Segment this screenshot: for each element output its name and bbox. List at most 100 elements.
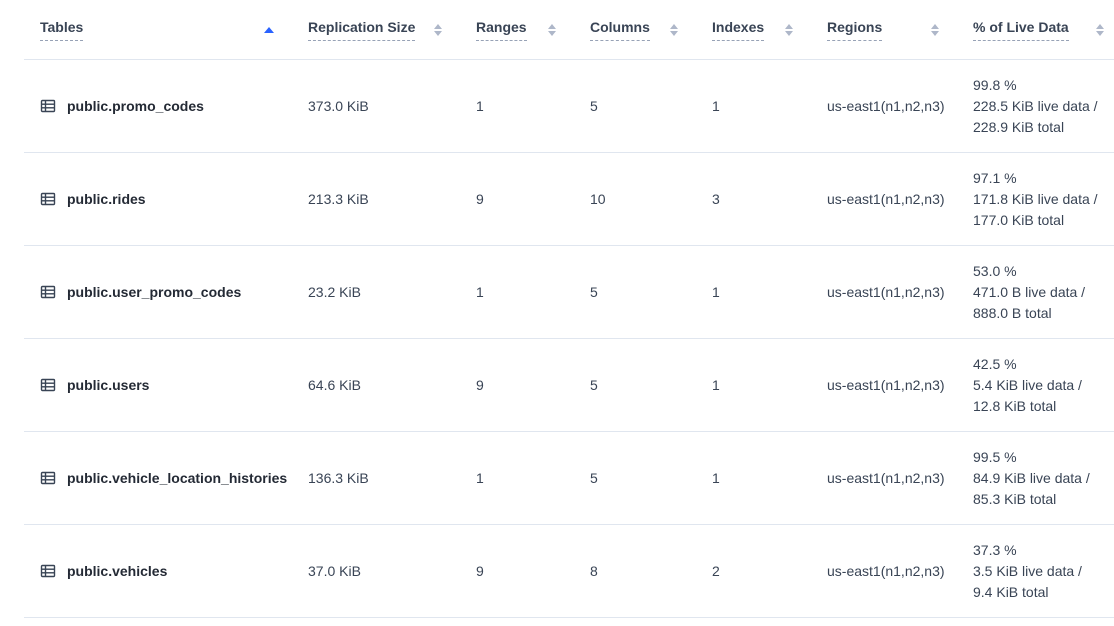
ranges-value: 1 <box>476 470 484 486</box>
column-header-label-indexes: Indexes <box>712 19 765 41</box>
indexes-value: 1 <box>712 377 720 393</box>
live-percent: 99.5 % <box>973 448 1017 465</box>
column-header-replication-size[interactable]: Replication Size <box>308 0 476 59</box>
column-header-live-data[interactable]: % of Live Data <box>973 0 1114 59</box>
live-data-cell: 99.5 % 84.9 KiB live data / 85.3 KiB tot… <box>973 447 1114 510</box>
sort-carets-icon[interactable] <box>785 23 793 36</box>
table-name-link[interactable]: public.promo_codes <box>67 98 204 114</box>
regions-value: us-east1(n1,n2,n3) <box>827 284 945 300</box>
replication-size-value: 213.3 KiB <box>308 191 369 207</box>
live-percent: 99.8 % <box>973 76 1017 93</box>
table-icon <box>40 377 56 393</box>
total-data-amount: 85.3 KiB total <box>973 490 1057 507</box>
ranges-value: 9 <box>476 563 484 579</box>
replication-size-value: 37.0 KiB <box>308 563 361 579</box>
table-name-cell: public.promo_codes <box>24 98 308 114</box>
sort-carets-icon[interactable] <box>1096 23 1104 36</box>
table-name-link[interactable]: public.vehicles <box>67 563 168 579</box>
columns-value: 8 <box>590 563 598 579</box>
table-name-link[interactable]: public.rides <box>67 191 146 207</box>
live-percent: 42.5 % <box>973 355 1017 372</box>
live-data-cell: 99.8 % 228.5 KiB live data / 228.9 KiB t… <box>973 75 1114 138</box>
live-data-amount: 228.5 KiB live data / <box>973 97 1098 114</box>
live-data-amount: 171.8 KiB live data / <box>973 190 1098 207</box>
indexes-value: 2 <box>712 563 720 579</box>
table-row[interactable]: public.vehicles 37.0 KiB 9 8 2 us-east1(… <box>24 525 1114 618</box>
indexes-value: 1 <box>712 284 720 300</box>
live-percent: 37.3 % <box>973 541 1017 558</box>
table-name-link[interactable]: public.vehicle_location_histories <box>67 470 288 486</box>
ranges-value: 1 <box>476 284 484 300</box>
table-row[interactable]: public.users 64.6 KiB 9 5 1 us-east1(n1,… <box>24 339 1114 432</box>
column-header-label-regions: Regions <box>827 19 883 41</box>
table-row[interactable]: public.promo_codes 373.0 KiB 1 5 1 us-ea… <box>24 60 1114 153</box>
total-data-amount: 9.4 KiB total <box>973 583 1049 600</box>
live-data-cell: 97.1 % 171.8 KiB live data / 177.0 KiB t… <box>973 168 1114 231</box>
live-data-amount: 3.5 KiB live data / <box>973 562 1082 579</box>
live-data-cell: 42.5 % 5.4 KiB live data / 12.8 KiB tota… <box>973 354 1114 417</box>
replication-size-value: 373.0 KiB <box>308 98 369 114</box>
total-data-amount: 228.9 KiB total <box>973 118 1065 135</box>
total-data-amount: 177.0 KiB total <box>973 211 1065 228</box>
columns-value: 5 <box>590 377 598 393</box>
sort-carets-icon[interactable] <box>931 23 939 36</box>
table-name-cell: public.user_promo_codes <box>24 284 308 300</box>
table-header-row: Tables Replication Size Ranges Columns I… <box>24 0 1114 60</box>
column-header-ranges[interactable]: Ranges <box>476 0 590 59</box>
ranges-value: 9 <box>476 191 484 207</box>
column-header-label-columns: Columns <box>590 19 650 41</box>
ranges-value: 9 <box>476 377 484 393</box>
table-name-cell: public.users <box>24 377 308 393</box>
columns-value: 10 <box>590 191 606 207</box>
indexes-value: 1 <box>712 470 720 486</box>
table-row[interactable]: public.rides 213.3 KiB 9 10 3 us-east1(n… <box>24 153 1114 246</box>
column-header-indexes[interactable]: Indexes <box>712 0 827 59</box>
live-percent: 53.0 % <box>973 262 1017 279</box>
sort-asc-active-icon[interactable] <box>264 26 274 33</box>
column-header-label-tables: Tables <box>40 19 84 41</box>
columns-value: 5 <box>590 284 598 300</box>
total-data-amount: 12.8 KiB total <box>973 397 1057 414</box>
table-name-cell: public.vehicle_location_histories <box>24 470 308 486</box>
table-icon <box>40 470 56 486</box>
table-name-cell: public.rides <box>24 191 308 207</box>
table-icon <box>40 563 56 579</box>
regions-value: us-east1(n1,n2,n3) <box>827 470 945 486</box>
table-name-link[interactable]: public.users <box>67 377 150 393</box>
table-name-cell: public.vehicles <box>24 563 308 579</box>
live-data-cell: 37.3 % 3.5 KiB live data / 9.4 KiB total <box>973 540 1114 603</box>
table-icon <box>40 191 56 207</box>
ranges-value: 1 <box>476 98 484 114</box>
regions-value: us-east1(n1,n2,n3) <box>827 191 945 207</box>
column-header-label-replication-size: Replication Size <box>308 19 416 41</box>
regions-value: us-east1(n1,n2,n3) <box>827 563 945 579</box>
regions-value: us-east1(n1,n2,n3) <box>827 377 945 393</box>
live-data-amount: 471.0 B live data / <box>973 283 1086 300</box>
table-name-link[interactable]: public.user_promo_codes <box>67 284 242 300</box>
indexes-value: 3 <box>712 191 720 207</box>
live-data-amount: 84.9 KiB live data / <box>973 469 1090 486</box>
table-icon <box>40 98 56 114</box>
live-data-amount: 5.4 KiB live data / <box>973 376 1082 393</box>
sort-carets-icon[interactable] <box>548 23 556 36</box>
sort-carets-icon[interactable] <box>434 23 442 36</box>
table-row[interactable]: public.user_promo_codes 23.2 KiB 1 5 1 u… <box>24 246 1114 339</box>
column-header-tables[interactable]: Tables <box>24 0 308 59</box>
indexes-value: 1 <box>712 98 720 114</box>
column-header-label-ranges: Ranges <box>476 19 527 41</box>
column-header-columns[interactable]: Columns <box>590 0 712 59</box>
replication-size-value: 64.6 KiB <box>308 377 361 393</box>
regions-value: us-east1(n1,n2,n3) <box>827 98 945 114</box>
column-header-label-live-data: % of Live Data <box>973 19 1069 41</box>
total-data-amount: 888.0 B total <box>973 304 1052 321</box>
live-data-cell: 53.0 % 471.0 B live data / 888.0 B total <box>973 261 1114 324</box>
column-header-regions[interactable]: Regions <box>827 0 973 59</box>
database-tables-table: Tables Replication Size Ranges Columns I… <box>24 0 1114 618</box>
columns-value: 5 <box>590 470 598 486</box>
sort-carets-icon[interactable] <box>670 23 678 36</box>
replication-size-value: 136.3 KiB <box>308 470 369 486</box>
table-row[interactable]: public.vehicle_location_histories 136.3 … <box>24 432 1114 525</box>
columns-value: 5 <box>590 98 598 114</box>
live-percent: 97.1 % <box>973 169 1017 186</box>
table-icon <box>40 284 56 300</box>
